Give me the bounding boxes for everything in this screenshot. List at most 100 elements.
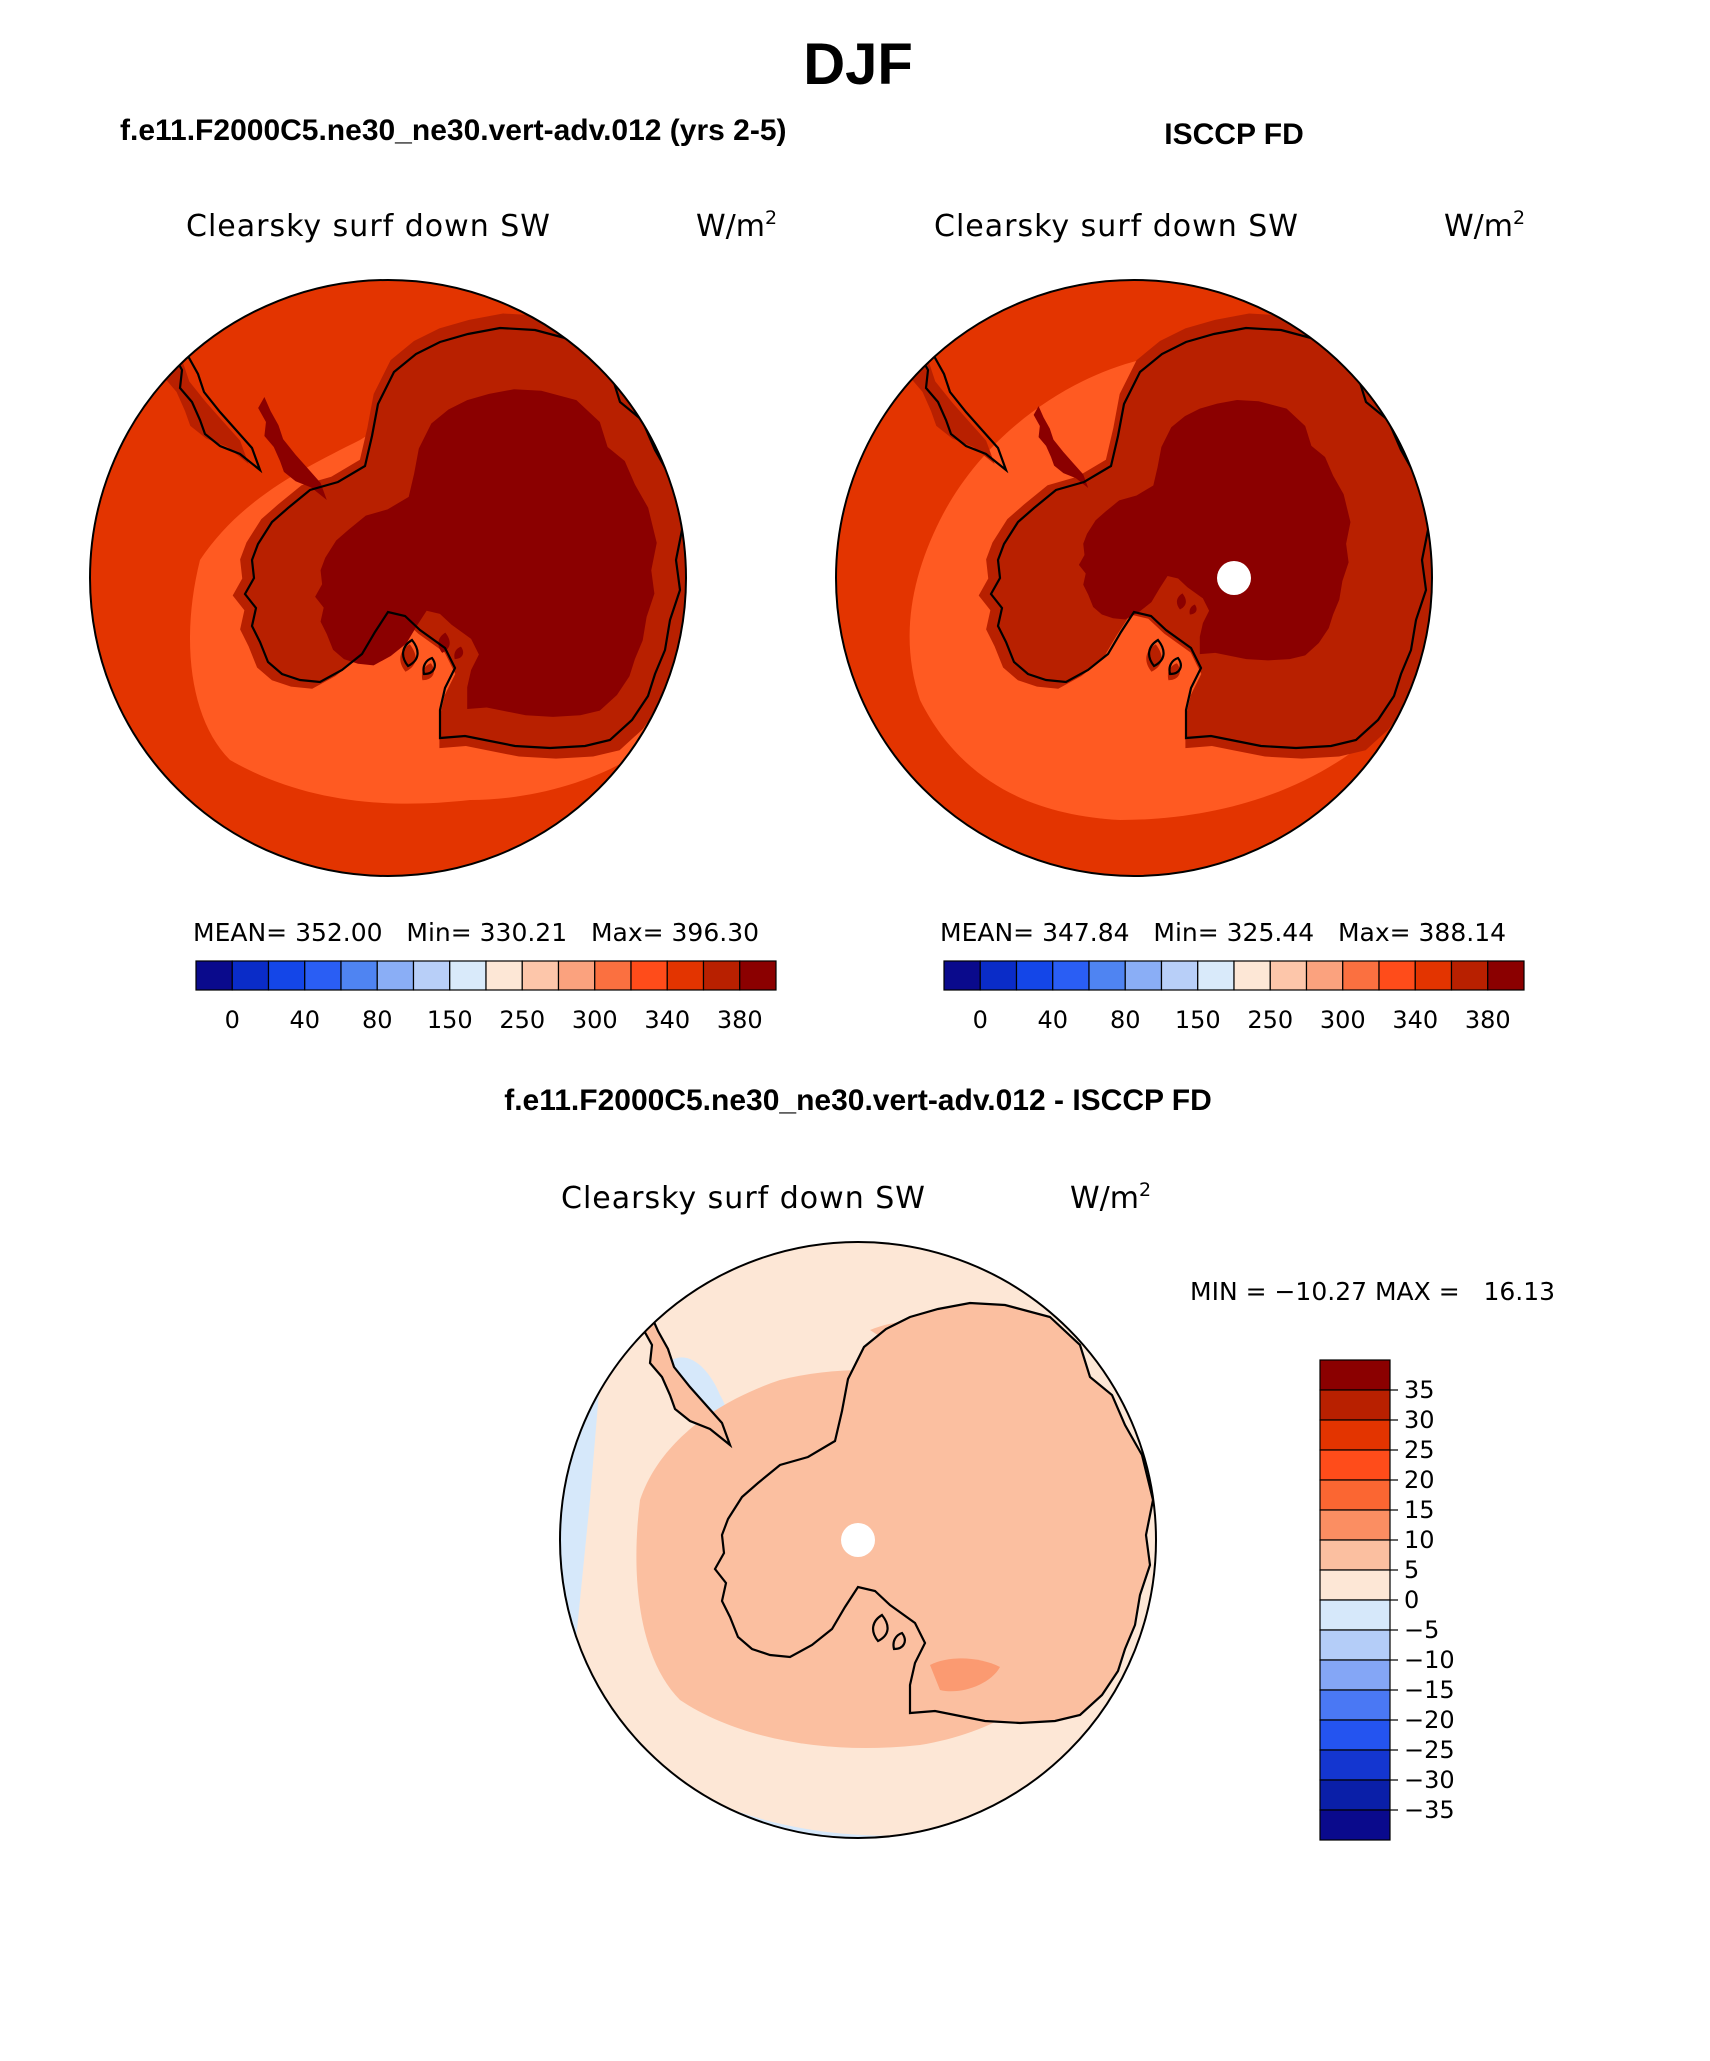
diff-pole-hole — [841, 1523, 875, 1557]
colorbar-swatch — [1342, 960, 1380, 991]
colorbar-swatch — [485, 960, 523, 991]
colorbar-tick-label: 300 — [572, 1006, 618, 1034]
colorbar-swatch — [231, 960, 270, 991]
colorbar-tick-label: 340 — [1392, 1006, 1438, 1034]
model-stats: MEAN= 352.00 Min= 330.21 Max= 396.30 — [193, 918, 759, 947]
colorbar-tick-label: 25 — [1404, 1436, 1435, 1464]
colorbar-swatch — [594, 960, 632, 991]
diff-units-label: W/m2 — [1070, 1179, 1151, 1216]
colorbar-swatch — [1233, 960, 1271, 991]
colorbar-tick-label: 15 — [1404, 1496, 1435, 1524]
colorbar-tick-label: 40 — [1037, 1006, 1068, 1034]
colorbar-swatch — [666, 960, 705, 991]
colorbar-swatch — [1197, 960, 1235, 991]
colorbar-swatch — [449, 960, 487, 991]
colorbar-tick-label: 5 — [1404, 1556, 1419, 1584]
colorbar-swatch — [1319, 1569, 1391, 1601]
colorbar-swatch — [1319, 1629, 1391, 1661]
obs-pole-hole — [1217, 561, 1251, 595]
colorbar-swatch — [1319, 1779, 1391, 1811]
colorbar-swatch — [412, 960, 451, 991]
colorbar-swatch — [702, 960, 741, 991]
colorbar-tick-label: −25 — [1404, 1736, 1455, 1764]
model-map — [90, 280, 686, 876]
colorbar-tick-label: 250 — [499, 1006, 545, 1034]
obs-colorbar — [943, 960, 1525, 991]
colorbar-swatch — [979, 960, 1018, 991]
colorbar-tick-label: 40 — [289, 1006, 320, 1034]
obs-map-border — [835, 279, 1433, 877]
colorbar-swatch — [1378, 960, 1416, 991]
diff-case-title: f.e11.F2000C5.ne30_ne30.vert-adv.012 - I… — [504, 1084, 1212, 1117]
colorbar-swatch — [1319, 1479, 1391, 1511]
colorbar-swatch — [1319, 1509, 1391, 1541]
obs-panel: ISCCP FD Clearsky surf down SW W/m2 MEAN… — [835, 118, 1525, 1034]
colorbar-tick-label: 150 — [1175, 1006, 1221, 1034]
colorbar-swatch — [1160, 960, 1199, 991]
season-title: DJF — [803, 32, 913, 97]
colorbar-tick-label: 380 — [717, 1006, 763, 1034]
colorbar-tick-label: −15 — [1404, 1676, 1455, 1704]
colorbar-tick-label: 35 — [1404, 1376, 1435, 1404]
colorbar-swatch — [1319, 1809, 1391, 1841]
model-panel: f.e11.F2000C5.ne30_ne30.vert-adv.012 (yr… — [89, 114, 787, 1034]
colorbar-swatch — [943, 960, 981, 991]
colorbar-tick-label: 0 — [973, 1006, 988, 1034]
colorbar-swatch — [1305, 960, 1344, 991]
colorbar-tick-label: 80 — [362, 1006, 393, 1034]
colorbar-swatch — [521, 960, 560, 991]
model-colorbar — [195, 960, 777, 991]
colorbar-swatch — [1319, 1719, 1391, 1751]
colorbar-swatch — [557, 960, 596, 991]
colorbar-swatch — [1319, 1689, 1391, 1721]
model-map-border — [89, 279, 687, 877]
colorbar-tick-label: −5 — [1404, 1616, 1439, 1644]
colorbar-swatch — [1319, 1389, 1391, 1421]
colorbar-swatch — [1319, 1419, 1391, 1451]
colorbar-swatch — [1414, 960, 1453, 991]
colorbar-swatch — [1319, 1449, 1391, 1481]
model-case-title: f.e11.F2000C5.ne30_ne30.vert-adv.012 (yr… — [120, 114, 787, 147]
colorbar-tick-label: 340 — [644, 1006, 690, 1034]
colorbar-tick-label: 10 — [1404, 1526, 1435, 1554]
colorbar-swatch — [1319, 1599, 1391, 1631]
colorbar-tick-label: 80 — [1110, 1006, 1141, 1034]
colorbar-swatch — [195, 960, 233, 991]
diff-warmer-patch — [930, 1658, 1000, 1692]
obs-case-title: ISCCP FD — [1164, 118, 1303, 151]
obs-colorbar-labels: 0 40 80 150 250 300 340 380 — [973, 1006, 1511, 1034]
model-variable-label: Clearsky surf down SW — [186, 209, 551, 244]
diff-stats: MIN = −10.27 MAX = 16.13 — [1190, 1277, 1555, 1306]
colorbar-swatch — [1015, 960, 1054, 991]
colorbar-swatch — [304, 960, 342, 991]
colorbar-swatch — [739, 960, 777, 991]
colorbar-swatch — [630, 960, 668, 991]
colorbar-tick-label: 0 — [225, 1006, 240, 1034]
colorbar-tick-label: −20 — [1404, 1706, 1455, 1734]
colorbar-tick-label: 380 — [1465, 1006, 1511, 1034]
colorbar-swatch — [1319, 1539, 1391, 1571]
colorbar-swatch — [1319, 1749, 1391, 1781]
colorbar-tick-label: −10 — [1404, 1646, 1455, 1674]
colorbar-swatch — [1450, 960, 1489, 991]
colorbar-swatch — [1319, 1359, 1391, 1391]
obs-stats: MEAN= 347.84 Min= 325.44 Max= 388.14 — [940, 918, 1506, 947]
obs-map — [836, 280, 1432, 876]
colorbar-tick-label: 300 — [1320, 1006, 1366, 1034]
diff-colorbar — [1319, 1359, 1391, 1841]
colorbar-tick-label: −30 — [1404, 1766, 1455, 1794]
colorbar-swatch — [1319, 1659, 1391, 1691]
colorbar-tick-label: 20 — [1404, 1466, 1435, 1494]
colorbar-swatch — [340, 960, 378, 991]
diff-variable-label: Clearsky surf down SW — [561, 1181, 926, 1216]
colorbar-swatch — [1269, 960, 1308, 991]
diff-map — [560, 1242, 1156, 1838]
colorbar-swatch — [267, 960, 306, 991]
model-colorbar-labels: 0 40 80 150 250 300 340 380 — [225, 1006, 763, 1034]
colorbar-swatch — [1088, 960, 1126, 991]
colorbar-swatch — [1487, 960, 1525, 991]
diff-map-border — [559, 1241, 1157, 1839]
colorbar-swatch — [376, 960, 415, 991]
colorbar-tick-label: 150 — [427, 1006, 473, 1034]
